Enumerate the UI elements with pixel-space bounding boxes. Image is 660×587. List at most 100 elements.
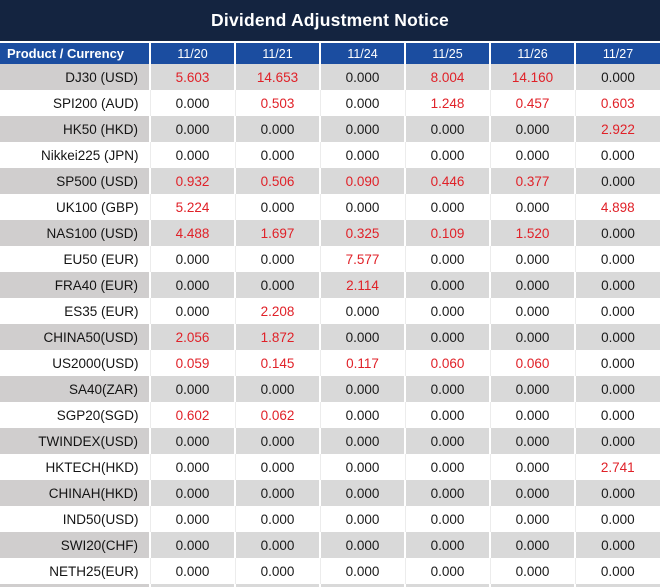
value-cell: 0.000 <box>149 116 235 142</box>
value-cell: 5.224 <box>149 194 235 220</box>
value-cell: 0.000 <box>319 142 405 168</box>
table-row: UK100 (GBP) 5.224 0.000 0.000 0.000 0.000 4.89… <box>0 194 660 220</box>
product-cell: TWINDEX(USD) <box>0 428 150 454</box>
value-cell: 0.000 <box>574 402 660 428</box>
value-cell: 0.000 <box>319 532 405 558</box>
value-cell: 0.000 <box>574 246 660 272</box>
table-row: FRA40 (EUR) 0.000 0.000 2.114 0.000 0.000 0.00… <box>0 272 660 298</box>
value-cell: 0.000 <box>319 454 405 480</box>
value-cell: 0.000 <box>404 142 490 168</box>
value-cell: 0.000 <box>319 480 405 506</box>
value-cell: 14.653 <box>234 64 320 90</box>
value-cell: 0.000 <box>149 428 235 454</box>
column-header-date-5: 11/26 <box>489 43 575 64</box>
value-cell: 0.060 <box>404 350 490 376</box>
value-cell: 0.000 <box>574 480 660 506</box>
value-cell: 0.117 <box>319 350 405 376</box>
product-cell: HK50 (HKD) <box>0 116 150 142</box>
value-cell: 0.457 <box>489 90 575 116</box>
value-cell: 0.000 <box>149 454 235 480</box>
value-cell: 0.000 <box>489 324 575 350</box>
value-cell: 0.000 <box>319 64 405 90</box>
table-row: IND50(USD) 0.000 0.000 0.000 0.000 0.000 0.000 <box>0 506 660 532</box>
product-cell: Nikkei225 (JPN) <box>0 142 150 168</box>
column-header-date-2: 11/21 <box>234 43 320 64</box>
product-cell: ES35 (EUR) <box>0 298 150 324</box>
value-cell: 0.000 <box>404 324 490 350</box>
column-header-date-1: 11/20 <box>149 43 235 64</box>
table-row: SA40(ZAR) 0.000 0.000 0.000 0.000 0.000 0.000 <box>0 376 660 402</box>
table-row: NETH25(EUR) 0.000 0.000 0.000 0.000 0.000 0.00… <box>0 558 660 584</box>
value-cell: 0.000 <box>404 376 490 402</box>
value-cell: 0.000 <box>234 454 320 480</box>
table-row: ES35 (EUR) 0.000 2.208 0.000 0.000 0.000 0.000 <box>0 298 660 324</box>
page-title: Dividend Adjustment Notice <box>211 10 449 30</box>
value-cell: 0.932 <box>149 168 235 194</box>
value-cell: 2.114 <box>319 272 405 298</box>
value-cell: 2.922 <box>574 116 660 142</box>
value-cell: 0.000 <box>404 272 490 298</box>
value-cell: 0.000 <box>574 324 660 350</box>
value-cell: 0.000 <box>404 402 490 428</box>
value-cell: 0.000 <box>234 246 320 272</box>
value-cell <box>234 584 320 587</box>
value-cell: 0.377 <box>489 168 575 194</box>
table-row: NAS100 (USD) 4.488 1.697 0.325 0.109 1.520 0.0… <box>0 220 660 246</box>
value-cell: 0.000 <box>319 116 405 142</box>
value-cell: 0.000 <box>234 272 320 298</box>
value-cell: 0.000 <box>404 480 490 506</box>
value-cell: 0.145 <box>234 350 320 376</box>
value-cell: 0.503 <box>234 90 320 116</box>
table-row: CHINA50(USD) 2.056 1.872 0.000 0.000 0.000 0.0… <box>0 324 660 350</box>
value-cell: 0.000 <box>489 142 575 168</box>
value-cell: 0.059 <box>149 350 235 376</box>
column-header-date-6: 11/27 <box>574 43 660 64</box>
value-cell: 0.000 <box>319 376 405 402</box>
value-cell: 5.603 <box>149 64 235 90</box>
value-cell: 2.208 <box>234 298 320 324</box>
value-cell: 0.000 <box>319 194 405 220</box>
value-cell: 0.000 <box>234 558 320 584</box>
value-cell: 0.060 <box>489 350 575 376</box>
value-cell: 1.697 <box>234 220 320 246</box>
value-cell: 0.000 <box>404 532 490 558</box>
value-cell: 0.000 <box>489 298 575 324</box>
value-cell <box>319 584 405 587</box>
value-cell: 0.000 <box>404 246 490 272</box>
value-cell: 0.602 <box>149 402 235 428</box>
value-cell: 1.248 <box>404 90 490 116</box>
value-cell: 0.000 <box>574 532 660 558</box>
value-cell: 0.000 <box>234 480 320 506</box>
table-row: SWI20(CHF) 0.000 0.000 0.000 0.000 0.000 0.000 <box>0 532 660 558</box>
value-cell: 0.000 <box>149 506 235 532</box>
value-cell: 0.000 <box>489 116 575 142</box>
value-cell: 0.000 <box>489 532 575 558</box>
product-cell: SP500 (USD) <box>0 168 150 194</box>
value-cell: 0.000 <box>574 428 660 454</box>
value-cell: 0.000 <box>234 194 320 220</box>
value-cell: 0.000 <box>149 246 235 272</box>
product-cell: CHINAH(HKD) <box>0 480 150 506</box>
table-row: SGP20(SGD) 0.602 0.062 0.000 0.000 0.000 0.000 <box>0 402 660 428</box>
product-cell: US2000(USD) <box>0 350 150 376</box>
value-cell: 0.000 <box>319 558 405 584</box>
value-cell: 0.000 <box>574 168 660 194</box>
value-cell: 0.000 <box>149 558 235 584</box>
column-header-date-4: 11/25 <box>404 43 490 64</box>
value-cell: 2.741 <box>574 454 660 480</box>
table-row: CHINAH(HKD) 0.000 0.000 0.000 0.000 0.000 0.00… <box>0 480 660 506</box>
value-cell: 7.577 <box>319 246 405 272</box>
value-cell: 4.488 <box>149 220 235 246</box>
value-cell: 0.000 <box>149 298 235 324</box>
value-cell: 0.000 <box>489 480 575 506</box>
value-cell: 0.506 <box>234 168 320 194</box>
value-cell: 0.000 <box>489 428 575 454</box>
product-cell: NETH25(EUR) <box>0 558 150 584</box>
product-cell: FRA40 (EUR) <box>0 272 150 298</box>
value-cell: 0.000 <box>489 246 575 272</box>
table-body: DJ30 (USD) 5.603 14.653 0.000 8.004 14.160 0.0… <box>0 64 660 587</box>
product-cell: HKTECH(HKD) <box>0 454 150 480</box>
value-cell: 4.898 <box>574 194 660 220</box>
value-cell: 0.000 <box>489 558 575 584</box>
